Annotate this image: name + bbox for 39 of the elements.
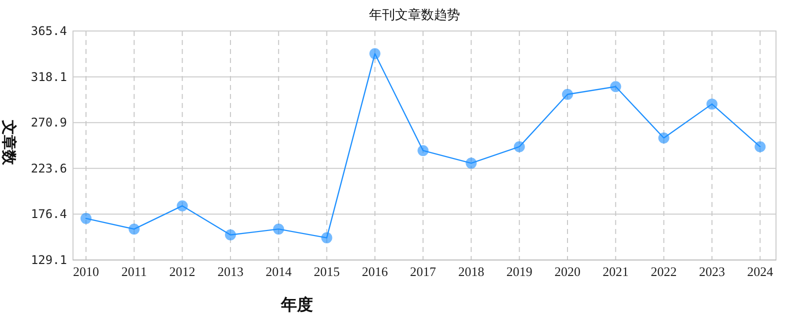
x-axis-title: 年度 — [280, 295, 313, 314]
y-tick-label: 365.4 — [30, 24, 67, 38]
point — [321, 232, 332, 244]
point — [80, 212, 92, 224]
x-tick-label: 2020 — [554, 264, 581, 279]
chart-title: 年刊文章数趋势 — [369, 7, 460, 22]
x-tick-label: 2015 — [314, 264, 340, 279]
x-tick-label: 2022 — [650, 264, 677, 279]
y-tick-label: 318.1 — [30, 70, 67, 84]
point — [224, 229, 236, 240]
x-tick-label: 2021 — [602, 264, 629, 279]
point — [176, 200, 188, 212]
y-tick-label: 129.1 — [30, 253, 67, 267]
y-tick-label: 223.6 — [30, 161, 67, 176]
point — [658, 132, 670, 144]
y-tick-label: 176.4 — [30, 207, 67, 222]
x-tick-label: 2011 — [121, 264, 147, 279]
point — [610, 81, 622, 92]
point — [369, 48, 380, 60]
point — [562, 88, 574, 100]
point — [128, 224, 140, 235]
y-tick-label: 270.9 — [30, 116, 67, 130]
x-tick-label: 2013 — [217, 264, 244, 279]
point — [514, 141, 525, 152]
x-tick-label: 2010 — [73, 264, 99, 279]
x-tick-label: 2012 — [169, 264, 196, 279]
x-tick-label: 2018 — [458, 264, 484, 279]
x-tick-label: 2014 — [266, 264, 292, 279]
point — [273, 224, 284, 235]
x-tick-label: 2023 — [698, 264, 725, 279]
y-axis-title: 文章数 — [0, 119, 18, 166]
point — [754, 141, 766, 152]
point — [706, 98, 718, 110]
point — [466, 158, 477, 169]
point — [418, 145, 429, 156]
x-tick-label: 2017 — [410, 264, 437, 279]
x-tick-label: 2019 — [506, 264, 532, 279]
x-tick-label: 2024 — [747, 264, 774, 279]
x-tick-label: 2016 — [362, 264, 388, 279]
